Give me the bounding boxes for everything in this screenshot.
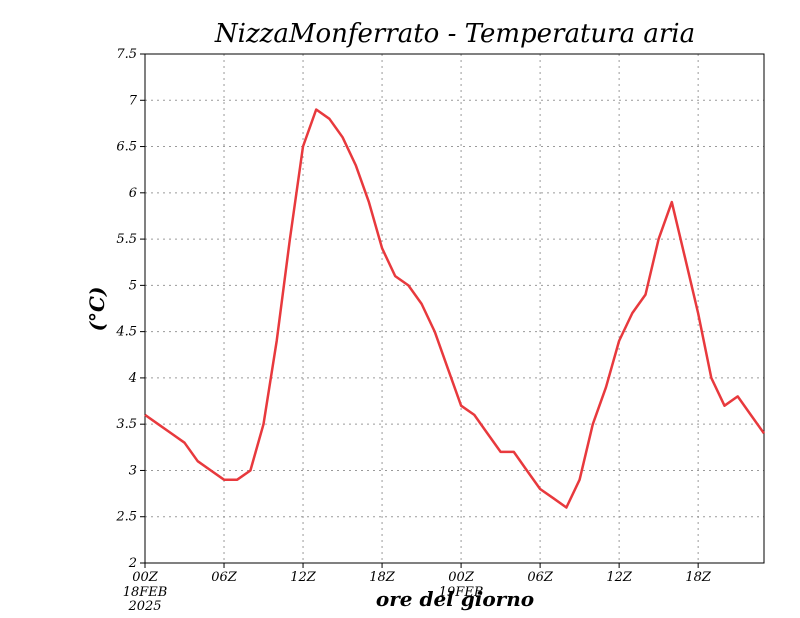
- y-tick-label: 6.5: [116, 140, 137, 155]
- x-date-label: 2025: [127, 599, 161, 614]
- y-tick-label: 2: [128, 556, 137, 571]
- x-tick-label: 06Z: [527, 570, 554, 585]
- y-tick-label: 2.5: [115, 510, 137, 525]
- plot-frame: [144, 53, 765, 564]
- y-tick-label: 3.5: [116, 417, 137, 432]
- x-tick-label: 06Z: [211, 570, 238, 585]
- temperature-series-line: [144, 108, 766, 509]
- x-tick-label: 00Z: [132, 570, 159, 585]
- series-layer: [144, 108, 766, 509]
- grid-lines: [145, 54, 764, 563]
- x-tick-label: 18Z: [685, 570, 712, 585]
- x-tick-label: 18Z: [369, 570, 396, 585]
- x-tick-label: 12Z: [290, 570, 317, 585]
- y-tick-label: 7.5: [116, 47, 137, 62]
- y-tick-label: 5: [129, 278, 137, 293]
- y-tick-label: 4.5: [115, 325, 137, 340]
- x-tick-label: 12Z: [606, 570, 633, 585]
- y-tick-label: 7: [129, 93, 138, 108]
- x-date-label: 19FEB: [439, 585, 484, 600]
- x-tick-label: 00Z: [448, 570, 475, 585]
- y-axis-ticks: 2 2.5 3 3.5 4 4.5 5 5.5 6 6.5 7 7.5: [115, 47, 145, 571]
- x-date-label: 18FEB: [123, 585, 168, 600]
- y-tick-label: 5.5: [116, 232, 137, 247]
- x-axis-label: ore del giorno: [376, 587, 534, 611]
- chart-title: NizzaMonferrato - Temperatura aria: [214, 19, 695, 49]
- y-tick-label: 6: [129, 186, 137, 201]
- y-tick-label: 3: [129, 463, 137, 478]
- y-axis-label: (°C): [85, 287, 109, 332]
- y-tick-label: 4: [128, 371, 137, 386]
